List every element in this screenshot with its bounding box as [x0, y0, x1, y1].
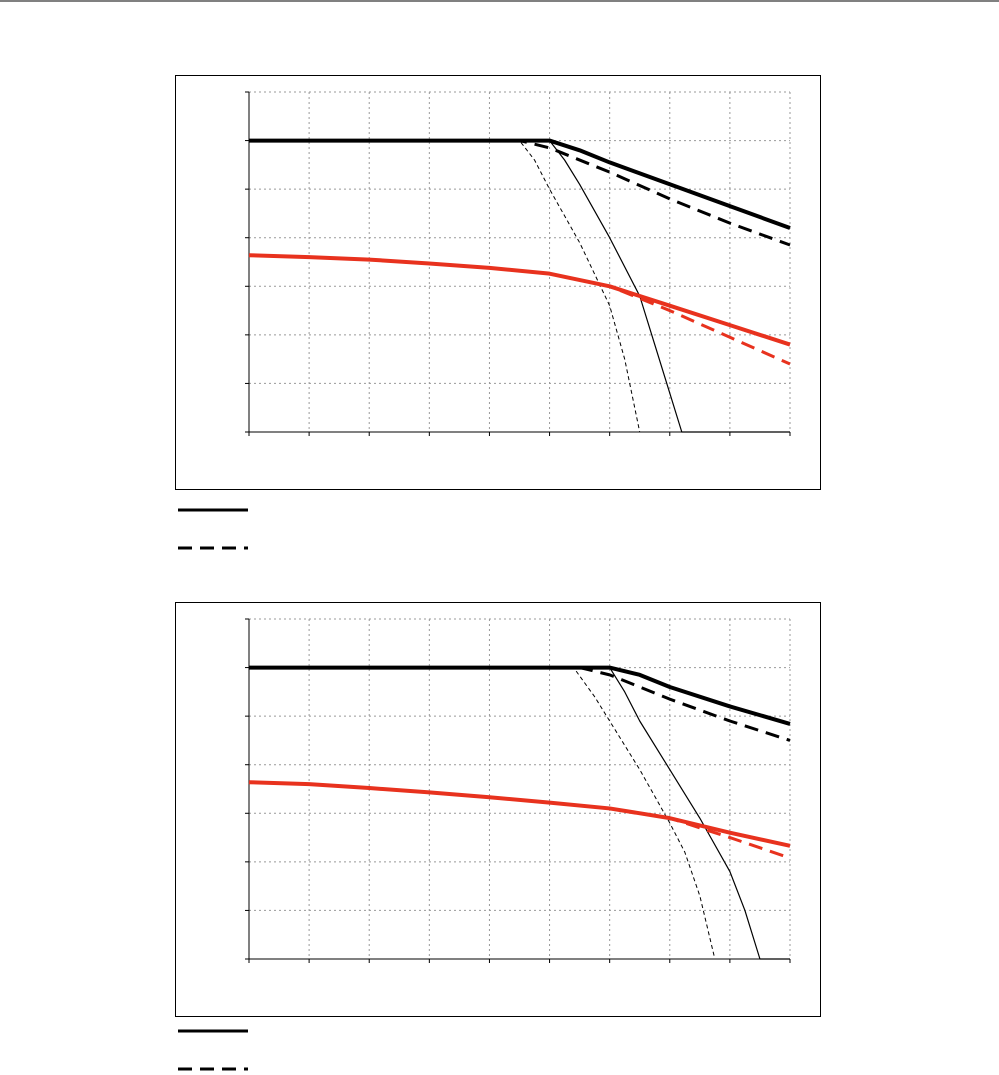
- data-line: [249, 139, 791, 247]
- data-line: [249, 666, 791, 742]
- data-line: [248, 780, 791, 860]
- data-line: [249, 666, 790, 960]
- data-line: [249, 139, 790, 433]
- chart-frame: [175, 602, 821, 1017]
- data-line: [248, 780, 791, 848]
- chart-frame: [175, 75, 821, 490]
- data-line: [248, 253, 791, 366]
- data-line: [249, 667, 790, 960]
- data-line: [249, 665, 791, 726]
- data-line: [248, 253, 791, 347]
